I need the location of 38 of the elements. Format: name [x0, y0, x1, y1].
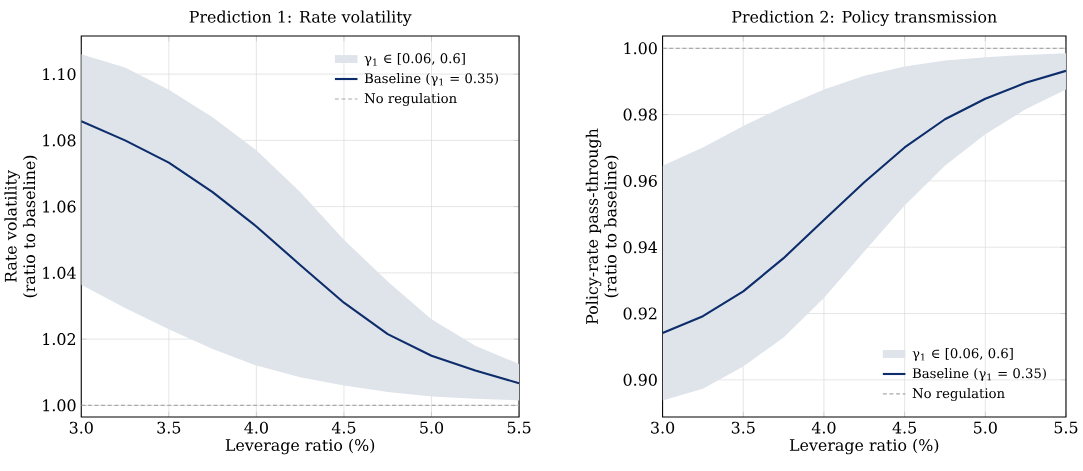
annotation: γ$_{1}$ ∈ [0.06, 0.6]	[364, 52, 465, 66]
y-tick-label: 1.04	[43, 266, 76, 279]
x-tick-label: 4.0	[811, 421, 836, 434]
annotation: γ$_{1}$ ∈ [0.06, 0.6]	[912, 347, 1013, 361]
x-tick-label: 3.5	[157, 421, 181, 434]
x-axis-title: Leverage ratio (%)	[225, 438, 375, 455]
legend-label: No regulation	[912, 387, 1005, 401]
chart-title: Prediction 1: Rate volatility	[189, 10, 412, 26]
y-tick-label: 0.96	[623, 174, 657, 187]
x-tick-label: 5.0	[974, 421, 997, 434]
x-tick-label: 5.5	[507, 421, 531, 434]
x-tick-label: 5.0	[420, 421, 444, 434]
y-tick-label: 1.08	[43, 134, 76, 147]
chart-title: Prediction 2: Policy transmission	[732, 10, 997, 26]
y-tick-label: 0.90	[623, 373, 657, 386]
x-tick-label: 4.5	[892, 421, 917, 434]
y-tick-label: 1.06	[43, 200, 76, 213]
x-tick-label: 3.5	[731, 421, 755, 434]
y-tick-label: 1.00	[43, 399, 76, 412]
x-tick-label: 5.5	[1054, 421, 1078, 434]
x-axis-title: Leverage ratio (%)	[789, 438, 939, 455]
y-tick-label: 1.00	[624, 42, 657, 55]
legend-label: Baseline (γ$_{1}$ = 0.35)	[912, 367, 1046, 381]
x-tick-label: 3.0	[69, 421, 93, 434]
y-tick-label: 0.98	[623, 108, 657, 121]
x-tick-label: 3.0	[651, 421, 675, 434]
y-axis-title: Policy-rate pass-through (ratio to baseline)	[585, 128, 619, 324]
line-series	[81, 120, 520, 385]
y-tick-label: 0.94	[623, 241, 658, 254]
legend-label: No regulation	[364, 92, 457, 106]
x-tick-label: 4.0	[244, 421, 268, 434]
y-tick-label: 0.92	[623, 307, 657, 320]
x-tick-label: 4.5	[331, 421, 356, 434]
line-series	[662, 69, 1066, 335]
legend-label: Baseline (γ$_{1}$ = 0.35)	[364, 72, 498, 86]
y-tick-label: 1.10	[43, 68, 76, 81]
y-tick-label: 1.02	[43, 333, 76, 346]
y-axis-title: Rate volatility (ratio to baseline)	[4, 155, 38, 298]
